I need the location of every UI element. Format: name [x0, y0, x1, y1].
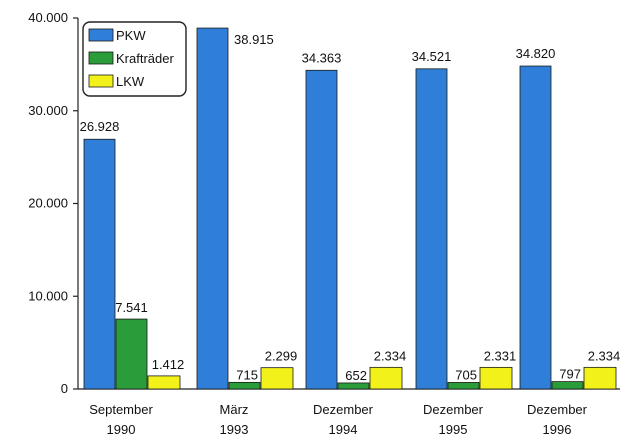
data-label-krafträder: 715 — [236, 367, 258, 382]
data-label-krafträder: 7.541 — [115, 300, 148, 315]
legend-label-lkw: LKW — [116, 74, 145, 89]
bars — [83, 27, 617, 390]
legend-swatch-lkw — [88, 74, 114, 88]
x-tick-label: Dezember 1994 — [313, 402, 374, 437]
y-tick-label: 20.000 — [28, 196, 68, 211]
y-tick-label: 10.000 — [28, 288, 68, 303]
bar-krafträder — [551, 381, 584, 390]
x-tick-label: September 1990 — [89, 402, 153, 437]
bar-krafträder — [337, 382, 370, 390]
bar-pkw — [305, 69, 338, 390]
y-tick-label: 0 — [61, 381, 68, 396]
legend-label-pkw: PKW — [116, 28, 146, 43]
legend-swatch-krafträder — [88, 51, 114, 65]
bar-lkw — [147, 375, 181, 390]
data-label-lkw: 1.412 — [152, 357, 185, 372]
bar-lkw — [260, 367, 294, 390]
bar-lkw — [583, 366, 617, 390]
data-label-lkw: 2.334 — [374, 348, 407, 363]
data-label-lkw: 2.331 — [484, 348, 517, 363]
data-labels: 26.928 38.915 34.363 34.521 34.820 7.541 715 65… — [80, 32, 621, 383]
data-label-pkw: 34.820 — [516, 46, 556, 61]
bar-pkw — [519, 65, 552, 390]
data-label-krafträder: 652 — [345, 368, 367, 383]
data-label-pkw: 34.521 — [412, 49, 452, 64]
bar-krafträder — [447, 382, 480, 390]
data-label-pkw: 34.363 — [302, 50, 342, 65]
legend-label-krafträder: Krafträder — [116, 51, 174, 66]
data-label-lkw: 2.334 — [588, 348, 621, 363]
bar-pkw — [415, 68, 448, 390]
legend: PKW Krafträder LKW — [82, 21, 187, 97]
data-label-krafträder: 797 — [559, 367, 581, 382]
data-label-pkw: 38.915 — [234, 32, 274, 47]
bar-pkw — [83, 138, 116, 390]
legend-swatch-pkw — [88, 28, 114, 42]
data-label-lkw: 2.299 — [265, 349, 298, 364]
bar-krafträder — [228, 381, 261, 390]
data-label-krafträder: 705 — [455, 367, 477, 382]
x-tick-label: Dezember 1995 — [423, 402, 484, 437]
data-label-pkw: 26.928 — [80, 119, 120, 134]
x-tick-label: März 1993 — [220, 402, 249, 437]
y-tick-label: 40.000 — [28, 10, 68, 25]
y-tick-label: 30.000 — [28, 103, 68, 118]
bar-lkw — [369, 366, 403, 390]
bar-lkw — [479, 366, 513, 390]
x-tick-label: Dezember 1996 — [527, 402, 588, 437]
bar-krafträder — [115, 318, 148, 390]
axes: 0 10.000 20.000 30.000 40.000 September 1990 Mä… — [28, 10, 620, 437]
bar-pkw — [196, 27, 229, 390]
